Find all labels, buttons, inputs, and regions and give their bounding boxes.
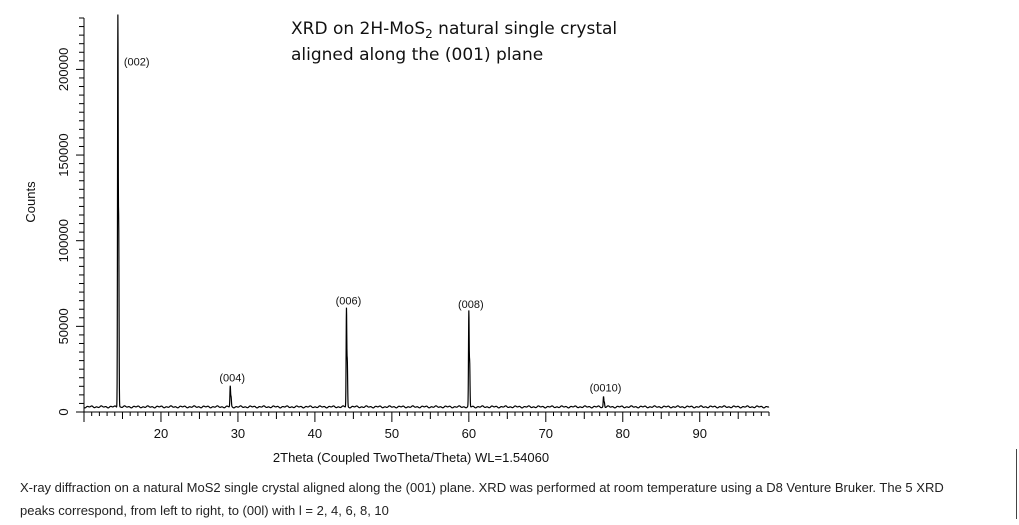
x-tick-label: 80: [616, 426, 630, 441]
peak-label: (002): [124, 56, 150, 68]
x-tick-label: 70: [539, 426, 553, 441]
y-axis-label: Counts: [23, 181, 38, 223]
y-tick-label: 150000: [56, 133, 71, 176]
y-tick-label: 0: [56, 408, 71, 415]
divider: [1016, 449, 1017, 519]
chart-title-line-1: XRD on 2H-MoS2 natural single crystal: [291, 19, 617, 41]
chart-title-line-2: aligned along the (001) plane: [291, 45, 543, 65]
y-tick-label: 50000: [56, 308, 71, 344]
xrd-curve: [83, 14, 770, 409]
peak-label: (006): [336, 295, 362, 307]
caption-line-2: peaks correspond, from left to right, to…: [20, 503, 389, 518]
peak-labels: (002) (004) (006) (008) (0010): [124, 56, 622, 394]
x-tick-label: 30: [231, 426, 245, 441]
x-tick-label: 40: [308, 426, 322, 441]
x-tick-label: 20: [154, 426, 168, 441]
x-tick-label: 90: [692, 426, 706, 441]
x-axis-label: 2Theta (Coupled TwoTheta/Theta) WL=1.540…: [273, 450, 549, 465]
xrd-line: [83, 14, 770, 409]
caption-line-1: X-ray diffraction on a natural MoS2 sing…: [20, 480, 944, 495]
y-tick-label: 100000: [56, 219, 71, 262]
peak-label: (004): [219, 372, 245, 384]
x-tick-label: 60: [462, 426, 476, 441]
xrd-chart: 0 50000 100000 150000 200000 20 30 40 50 60 70 80 90…: [23, 14, 770, 465]
peak-label: (0010): [590, 383, 622, 395]
x-tick-label: 50: [385, 426, 399, 441]
peak-label: (008): [458, 299, 484, 311]
figure-caption: X-ray diffraction on a natural MoS2 sing…: [20, 476, 1016, 522]
axes: [83, 18, 769, 413]
tick-marks: 0 50000 100000 150000 200000 20 30 40 50 60 70 80 90: [56, 17, 770, 441]
y-tick-label: 200000: [56, 48, 71, 91]
